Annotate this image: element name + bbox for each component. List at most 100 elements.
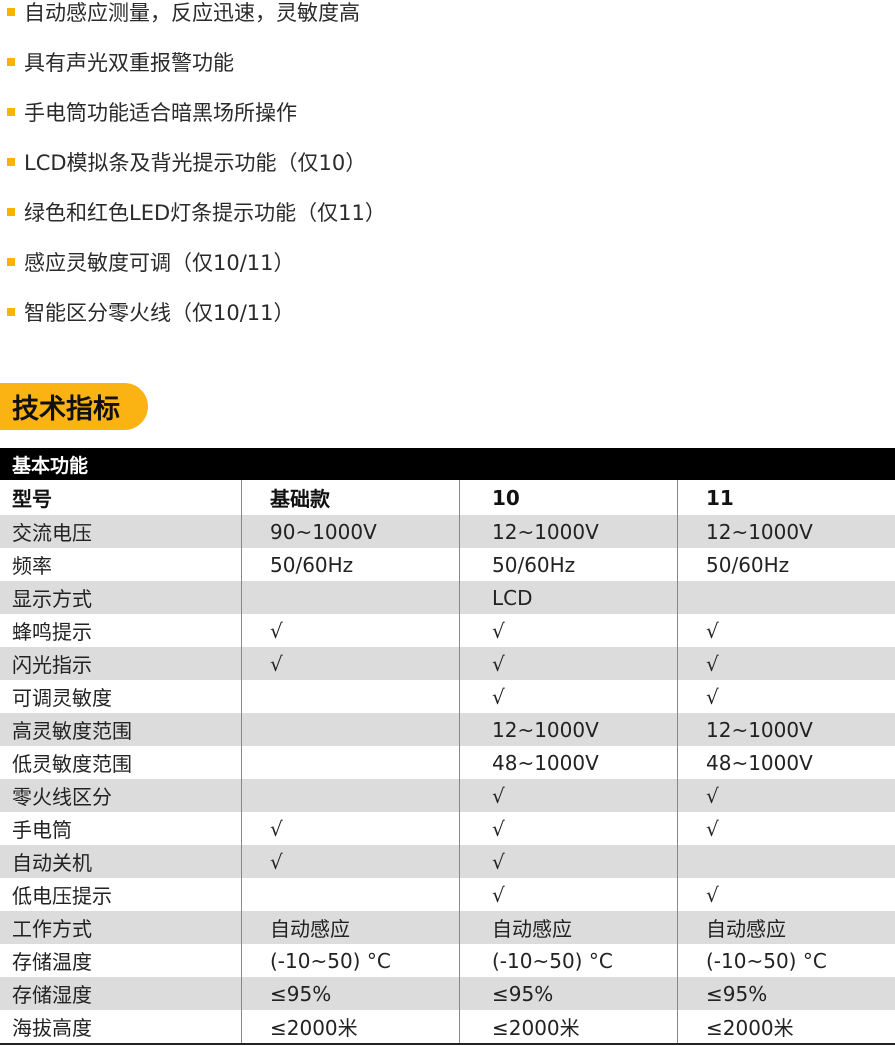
row-label: 存储温度 [0,944,242,977]
feature-item: 绿色和红色LED灯条提示功能（仅11） [0,197,386,227]
feature-text: 自动感应测量，反应迅速，灵敏度高 [24,1,360,25]
row-label: 闪光指示 [0,647,242,680]
row-label: 海拔高度 [0,1010,242,1043]
row-label: 低灵敏度范围 [0,746,242,779]
table-header-row: 型号 基础款 10 11 [0,480,895,515]
table-row: 海拔高度 ≤2000米 ≤2000米 ≤2000米 [0,1010,895,1043]
table-row: 工作方式 自动感应 自动感应 自动感应 [0,911,895,944]
table-cell [242,878,460,911]
table-cell: √ [706,882,719,907]
table-cell [242,680,460,713]
table-cell: ≤2000米 [460,1010,678,1043]
table-cell: ≤2000米 [242,1010,460,1043]
table-cell: 50/60Hz [706,552,790,577]
table-cell: √ [706,618,719,643]
table-cell [242,713,460,746]
row-label: 显示方式 [0,581,242,614]
table-cell: ≤95% [242,977,460,1010]
spec-table: 基本功能 型号 基础款 10 11 交流电压 90~1000V 12~1000V 12… [0,448,895,1045]
table-cell: √ [706,783,719,808]
table-cell: 50/60Hz [242,548,460,581]
row-label: 蜂鸣提示 [0,614,242,647]
table-cell: 12~1000V [706,519,813,544]
row-label: 交流电压 [0,515,242,548]
row-label: 高灵敏度范围 [0,713,242,746]
column-header: 10 [460,480,678,515]
table-cell: √ [460,647,678,680]
section-title: 技术指标 [0,383,148,430]
feature-item: 自动感应测量，反应迅速，灵敏度高 [0,0,360,27]
table-cell: (-10~50) °C [460,944,678,977]
row-label: 手电筒 [0,812,242,845]
table-cell: (-10~50) °C [706,948,827,973]
table-row: 低灵敏度范围 48~1000V 48~1000V [0,746,895,779]
table-cell: LCD [460,581,678,614]
table-row: 手电筒 √ √ √ [0,812,895,845]
feature-text: 具有声光双重报警功能 [24,51,234,75]
table-cell: ≤2000米 [706,1016,794,1040]
table-cell: √ [706,684,719,709]
bullet-icon [7,308,15,316]
table-cell: √ [460,680,678,713]
table-cell: ≤95% [706,981,768,1006]
table-cell: 自动感应 [460,911,678,944]
table-row: 自动关机 √ √ [0,845,895,878]
feature-item: LCD模拟条及背光提示功能（仅10） [0,147,366,177]
column-header: 型号 [0,480,242,515]
feature-item: 感应灵敏度可调（仅10/11） [0,247,295,277]
feature-item: 手电筒功能适合暗黑场所操作 [0,97,297,127]
column-header: 11 [706,485,734,510]
table-cell: ≤95% [460,977,678,1010]
table-cell: √ [460,878,678,911]
table-cell: √ [460,845,678,878]
feature-text: 手电筒功能适合暗黑场所操作 [24,101,297,125]
table-row: 蜂鸣提示 √ √ √ [0,614,895,647]
table-cell [242,746,460,779]
row-label: 可调灵敏度 [0,680,242,713]
feature-text: 智能区分零火线（仅10/11） [24,301,295,325]
row-label: 自动关机 [0,845,242,878]
row-label: 存储湿度 [0,977,242,1010]
table-cell: √ [460,812,678,845]
table-cell: √ [242,812,460,845]
table-row: 显示方式 LCD [0,581,895,614]
table-cell [242,581,460,614]
feature-item: 具有声光双重报警功能 [0,47,234,77]
table-cell: 48~1000V [706,750,813,775]
table-cell: √ [706,651,719,676]
table-cell: (-10~50) °C [242,944,460,977]
table-cell: √ [460,614,678,647]
table-cell [678,581,895,614]
table-group-header: 基本功能 [0,448,895,480]
table-row: 可调灵敏度 √ √ [0,680,895,713]
feature-item: 智能区分零火线（仅10/11） [0,297,295,327]
bullet-icon [7,208,15,216]
bullet-icon [7,158,15,166]
table-row: 频率 50/60Hz 50/60Hz 50/60Hz [0,548,895,581]
table-cell: 自动感应 [706,917,786,941]
table-cell: √ [242,647,460,680]
table-cell: √ [242,845,460,878]
bullet-icon [7,8,15,16]
table-cell: √ [460,779,678,812]
row-label: 零火线区分 [0,779,242,812]
row-label: 低电压提示 [0,878,242,911]
table-cell: 12~1000V [460,713,678,746]
table-cell: √ [242,614,460,647]
feature-text: LCD模拟条及背光提示功能（仅10） [24,151,367,175]
table-cell: 48~1000V [460,746,678,779]
row-label: 频率 [0,548,242,581]
table-cell: 12~1000V [460,515,678,548]
table-cell [242,779,460,812]
table-cell: 12~1000V [706,717,813,742]
bullet-icon [7,258,15,266]
table-row: 闪光指示 √ √ √ [0,647,895,680]
bullet-icon [7,108,15,116]
table-cell: 自动感应 [242,911,460,944]
table-row: 零火线区分 √ √ [0,779,895,812]
feature-text: 感应灵敏度可调（仅10/11） [24,251,295,275]
table-row: 存储温度 (-10~50) °C (-10~50) °C (-10~50) °C [0,944,895,977]
table-row: 高灵敏度范围 12~1000V 12~1000V [0,713,895,746]
table-bottom-border [0,1043,895,1045]
table-row: 存储湿度 ≤95% ≤95% ≤95% [0,977,895,1010]
